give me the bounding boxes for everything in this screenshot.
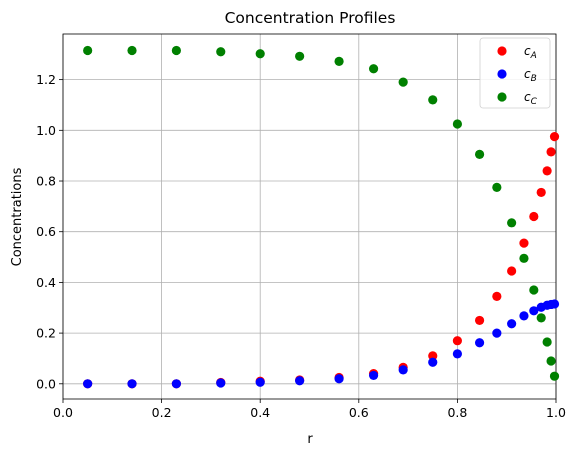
legend-marker-cb — [497, 69, 507, 79]
x-tick-label: 0.8 — [447, 405, 467, 420]
y-tick-label: 0.0 — [36, 376, 56, 391]
y-tick-label: 0.6 — [36, 224, 56, 239]
data-point-cc — [295, 51, 305, 61]
x-tick-label: 0.2 — [152, 405, 172, 420]
y-tick-label: 0.8 — [36, 174, 56, 189]
x-tick-label: 1.0 — [546, 405, 566, 420]
data-point-cc — [334, 56, 344, 66]
data-point-cb — [216, 378, 226, 388]
data-point-cc — [398, 77, 408, 87]
data-point-ca — [519, 238, 529, 248]
data-point-cc — [452, 119, 462, 129]
data-point-cc — [542, 337, 552, 347]
data-point-cb — [474, 338, 485, 348]
y-tick-label: 1.0 — [36, 123, 56, 138]
data-point-cc — [519, 253, 529, 263]
data-point-cc — [474, 149, 485, 159]
data-point-cc — [255, 49, 265, 59]
data-point-ca — [452, 336, 462, 346]
data-point-ca — [536, 187, 546, 198]
legend: cA cB cC — [479, 37, 551, 109]
data-point-cb — [334, 374, 344, 384]
legend-marker-cc — [497, 92, 507, 102]
data-point-cc — [171, 45, 181, 56]
legend-label-ca: cA — [524, 44, 537, 61]
data-point-cb — [83, 379, 93, 389]
data-point-cb — [171, 379, 181, 389]
data-point-cb — [255, 377, 265, 387]
data-point-ca — [507, 266, 517, 276]
data-point-cb — [368, 370, 379, 381]
data-point-cc — [127, 45, 137, 56]
data-point-cb — [519, 311, 529, 321]
legend-marker-ca — [497, 46, 507, 56]
legend-label-cb: cB — [524, 67, 537, 84]
x-axis-label: r — [307, 432, 313, 447]
data-points — [83, 45, 560, 389]
x-tick-label: 0.6 — [349, 405, 369, 420]
data-point-cc — [368, 64, 379, 74]
data-point-ca — [529, 211, 539, 222]
legend-box — [479, 37, 551, 109]
data-point-ca — [546, 147, 556, 157]
data-point-cb — [127, 379, 137, 389]
data-point-cc — [546, 356, 556, 366]
data-point-ca — [474, 315, 485, 326]
data-point-cc — [216, 47, 226, 57]
grid — [62, 34, 557, 399]
data-point-cc — [549, 371, 560, 381]
y-axis-label: Concentrations — [10, 167, 25, 266]
data-point-cc — [529, 285, 539, 295]
x-tick-label: 0.0 — [53, 405, 73, 420]
data-point-ca — [549, 132, 560, 142]
data-point-cb — [452, 349, 462, 359]
data-point-cb — [549, 299, 560, 309]
x-tick-label: 0.4 — [250, 405, 270, 420]
data-point-cc — [492, 182, 502, 192]
y-tick-label: 1.2 — [36, 72, 56, 87]
chart-title: Concentration Profiles — [225, 9, 396, 27]
data-point-cc — [83, 45, 93, 56]
data-point-cc — [507, 218, 517, 228]
axes: 0.0 0.2 0.4 0.6 0.8 1.0 0.0 0.2 0.4 0.6 0.8 1.0 1.2 — [36, 33, 566, 420]
data-point-ca — [542, 166, 552, 176]
data-point-cc — [536, 313, 546, 323]
data-point-ca — [428, 351, 438, 361]
data-point-cb — [398, 365, 408, 375]
y-tick-label: 0.2 — [36, 326, 56, 341]
y-tick-label: 0.4 — [36, 275, 56, 290]
legend-label-cc: cC — [524, 90, 538, 107]
data-point-cb — [492, 328, 502, 338]
plot-frame — [62, 33, 557, 400]
data-point-cb — [529, 306, 539, 316]
data-point-cb — [428, 357, 438, 367]
data-point-cc — [428, 95, 438, 105]
data-point-cb — [295, 376, 305, 386]
data-point-cb — [507, 319, 517, 329]
data-point-ca — [492, 291, 502, 301]
